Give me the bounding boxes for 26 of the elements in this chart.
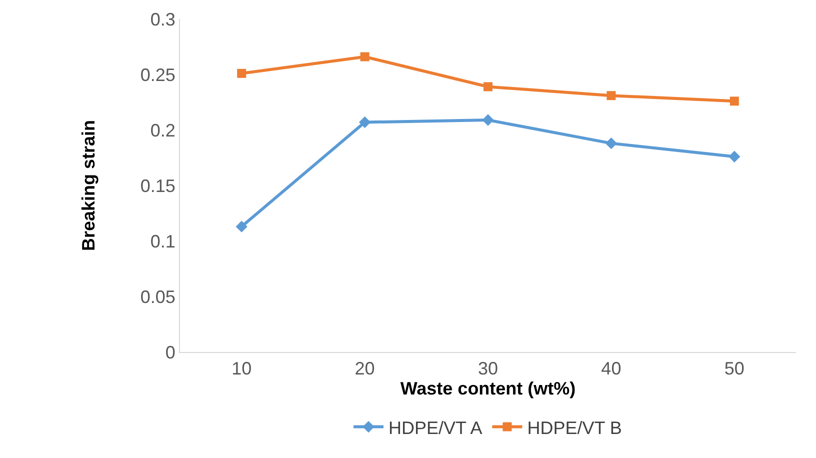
point	[360, 52, 370, 62]
y-tick-label: 0.1	[150, 231, 176, 252]
point	[605, 137, 618, 150]
y-tick-label: 0.3	[150, 9, 176, 30]
point	[482, 114, 494, 126]
point	[730, 96, 739, 106]
y-tick-label: 0.05	[140, 286, 176, 307]
x-tick-label: 40	[601, 358, 622, 379]
y-tick-label: 0.25	[140, 64, 176, 85]
legend-label: HDPE/VT B	[527, 418, 622, 438]
x-tick-label: 10	[232, 358, 252, 379]
x-tick-label: 30	[478, 358, 498, 379]
point	[358, 116, 371, 128]
point	[237, 68, 246, 78]
y-axis-title: Breaking strain	[78, 120, 99, 252]
point	[606, 91, 616, 100]
point	[236, 220, 248, 232]
legend-label: HDPE/VT A	[388, 418, 482, 438]
y-tick-label: 0.15	[140, 176, 176, 196]
x-axis-title: Waste content (wt%)	[400, 378, 576, 399]
y-tick-label: 0.2	[150, 120, 176, 140]
x-tick-label: 20	[354, 358, 375, 379]
point	[484, 82, 492, 92]
x-tick-label: 50	[724, 358, 744, 379]
y-tick-label: 0	[165, 342, 176, 362]
point	[728, 150, 740, 162]
